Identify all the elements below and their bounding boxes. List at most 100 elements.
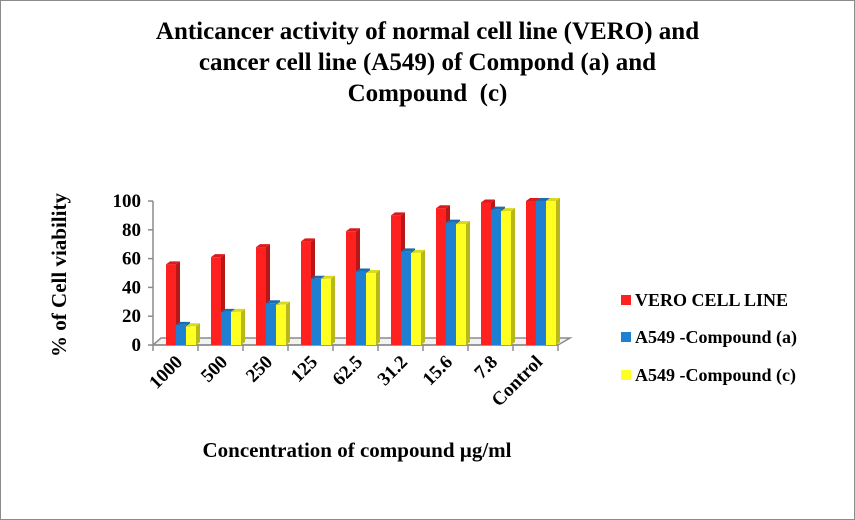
bar-side — [421, 249, 425, 345]
legend-item: VERO CELL LINE — [621, 290, 788, 310]
legend-item: A549 -Compound (c) — [621, 365, 796, 386]
bar-group-125 — [301, 238, 335, 345]
y-tick-label: 100 — [113, 191, 142, 212]
bar-front — [446, 222, 456, 345]
bar-side — [466, 221, 470, 345]
bar-front — [411, 252, 421, 345]
x-axis-title: Concentration of compound µg/ml — [202, 438, 511, 462]
bar-group-1000 — [166, 261, 200, 345]
bar-front — [346, 231, 356, 345]
bar — [411, 249, 425, 345]
bar-front — [211, 257, 221, 345]
bar-front — [391, 215, 401, 345]
x-tick-label: 125 — [287, 352, 322, 387]
bar-front — [366, 273, 376, 345]
bar-top — [436, 205, 450, 209]
x-tick-label: 31.2 — [374, 352, 412, 390]
legend-label: VERO CELL LINE — [635, 290, 788, 310]
bar-front — [311, 278, 321, 345]
bar-side — [376, 270, 380, 345]
bar — [321, 275, 335, 345]
bar-top — [211, 254, 225, 258]
bar — [276, 301, 290, 345]
bar-group-31.2 — [391, 212, 425, 345]
bar-top — [166, 261, 180, 265]
bar-front — [526, 201, 536, 345]
bar-top — [301, 238, 315, 242]
bar-side — [511, 208, 515, 345]
bar-group-7.8 — [481, 199, 515, 345]
bar-top — [391, 212, 405, 216]
bar-top — [256, 244, 270, 248]
bar-front — [166, 264, 176, 345]
legend: VERO CELL LINE A549 -Compound (a) A549 -Co… — [621, 290, 797, 386]
bar — [231, 308, 245, 345]
bar-group-500 — [211, 254, 245, 345]
y-tick-label: 20 — [122, 306, 141, 327]
chart-title-line-3: Compound (c) — [347, 80, 508, 107]
bar-top — [456, 221, 470, 225]
bar-front — [256, 247, 266, 345]
y-tick-labels: 0 20 40 60 80 100 — [113, 191, 142, 356]
bar-top — [321, 275, 335, 279]
x-tick-label: 250 — [242, 352, 277, 387]
bar — [456, 221, 470, 345]
legend-swatch — [621, 370, 631, 380]
y-tick-label: 40 — [122, 277, 141, 298]
bar-side — [196, 323, 200, 345]
legend-item: A549 -Compound (a) — [621, 327, 797, 348]
chart-title: Anticancer activity of normal cell line … — [0, 16, 855, 109]
y-tick-label: 0 — [132, 335, 142, 356]
legend-swatch — [621, 295, 631, 305]
bar-top — [446, 219, 460, 223]
legend-label: A549 -Compound (a) — [635, 327, 797, 348]
bar-top — [346, 228, 360, 232]
bar-top — [546, 198, 560, 201]
x-tick-label: Control — [488, 352, 547, 411]
bar-front — [186, 326, 196, 345]
legend-label: A549 -Compound (c) — [635, 365, 796, 386]
bar-group-Control — [526, 198, 560, 345]
bar-front — [456, 224, 466, 345]
x-tick-label: 1000 — [145, 352, 187, 394]
bar-group-15.6 — [436, 205, 470, 345]
bar-front — [356, 271, 366, 345]
bar-front — [301, 241, 311, 345]
bar-front — [401, 251, 411, 345]
bar — [186, 323, 200, 345]
legend-swatch — [621, 332, 631, 342]
bar-front — [481, 202, 491, 345]
bar-side — [556, 198, 560, 345]
bar-front — [221, 311, 231, 345]
bar-top — [311, 275, 325, 279]
bar-top — [266, 300, 280, 304]
bar-top — [491, 206, 505, 210]
bar-top — [526, 198, 540, 201]
x-tick-label: 15.6 — [419, 352, 457, 390]
bar-side — [241, 308, 245, 345]
bar-top — [176, 321, 190, 325]
x-tick-label: 500 — [197, 352, 232, 387]
bar-group-250 — [256, 244, 290, 345]
bar-top — [356, 268, 370, 272]
bar-top — [231, 308, 245, 312]
bar-top — [501, 208, 515, 212]
bar-top — [411, 249, 425, 253]
bar-front — [491, 209, 501, 345]
bar-top — [481, 199, 495, 203]
bar-top — [221, 308, 235, 312]
bar-front — [536, 201, 546, 345]
x-tick-label: 7.8 — [470, 352, 502, 384]
x-tick-label: 62.5 — [329, 352, 367, 390]
bar-side — [286, 301, 290, 345]
bar — [501, 208, 515, 345]
bar-front — [266, 303, 276, 345]
bar-front — [501, 211, 511, 345]
bar-front — [546, 201, 556, 345]
y-tick-label: 60 — [122, 249, 141, 270]
bars — [166, 198, 560, 345]
bar-top — [276, 301, 290, 305]
